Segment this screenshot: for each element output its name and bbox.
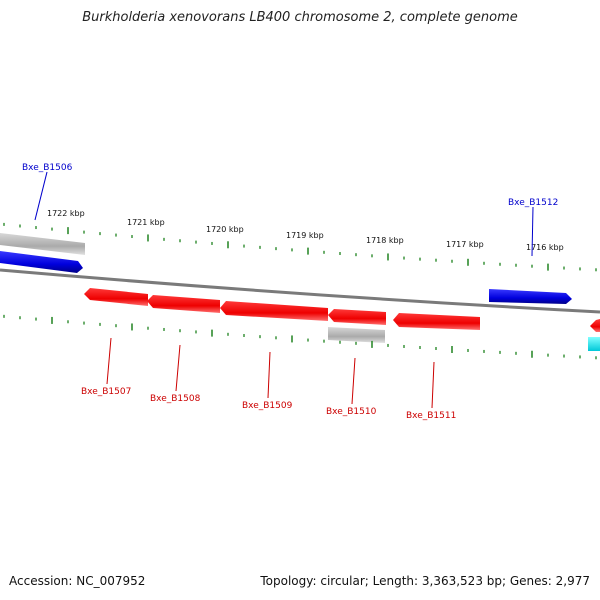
feature-cyan[interactable] [588,337,600,351]
gene-label-Bxe_B1508[interactable]: Bxe_B1508 [150,394,201,404]
gene-labels: Bxe_B1506 Bxe_B1512 Bxe_B1507 Bxe_B1508 … [22,163,558,421]
scale-label: 1721 kbp [127,218,165,227]
gene-Bxe_B1506[interactable] [0,251,83,273]
scale-label: 1718 kbp [366,236,404,245]
scale-labels: 1722 kbp 1721 kbp 1720 kbp 1719 kbp 1718… [47,209,564,252]
genome-stats-text: Topology: circular; Length: 3,363,523 bp… [260,574,590,588]
feature-grey-lower[interactable] [328,327,385,343]
leader-line-Bxe_B1510 [351,357,356,405]
genome-backbone [0,268,600,314]
gene-label-Bxe_B1506[interactable]: Bxe_B1506 [22,163,73,173]
gene-partial-right[interactable] [590,319,600,332]
gene-label-Bxe_B1507[interactable]: Bxe_B1507 [81,387,131,397]
scale-ticks-lower [3,314,597,360]
gene-label-Bxe_B1509[interactable]: Bxe_B1509 [242,401,293,411]
gene-Bxe_B1512[interactable] [489,289,572,304]
accession-text: Accession: NC_007952 [9,574,146,588]
scale-ticks-upper [3,222,597,272]
gene-leader-lines [34,171,534,409]
scale-label: 1722 kbp [47,209,85,218]
gene-label-Bxe_B1510[interactable]: Bxe_B1510 [326,407,377,417]
feature-grey-upper[interactable] [0,233,85,255]
gene-Bxe_B1509[interactable] [220,301,328,321]
map-title: Burkholderia xenovorans LB400 chromosome… [82,10,518,25]
gene-Bxe_B1507[interactable] [84,288,148,306]
leader-line-Bxe_B1507 [106,337,112,385]
leader-line-Bxe_B1506 [34,171,48,221]
scale-label: 1720 kbp [206,225,244,234]
gene-Bxe_B1511[interactable] [393,313,480,330]
leader-line-Bxe_B1509 [267,351,271,399]
gene-Bxe_B1510[interactable] [328,309,386,325]
scale-label: 1716 kbp [526,243,564,252]
gene-label-Bxe_B1511[interactable]: Bxe_B1511 [406,411,456,421]
leader-line-Bxe_B1511 [431,361,435,409]
leader-line-Bxe_B1512 [531,206,534,257]
gene-label-Bxe_B1512[interactable]: Bxe_B1512 [508,198,558,208]
scale-label: 1717 kbp [446,240,484,249]
gene-Bxe_B1508[interactable] [147,295,220,313]
scale-label: 1719 kbp [286,231,324,240]
leader-line-Bxe_B1508 [175,344,181,392]
